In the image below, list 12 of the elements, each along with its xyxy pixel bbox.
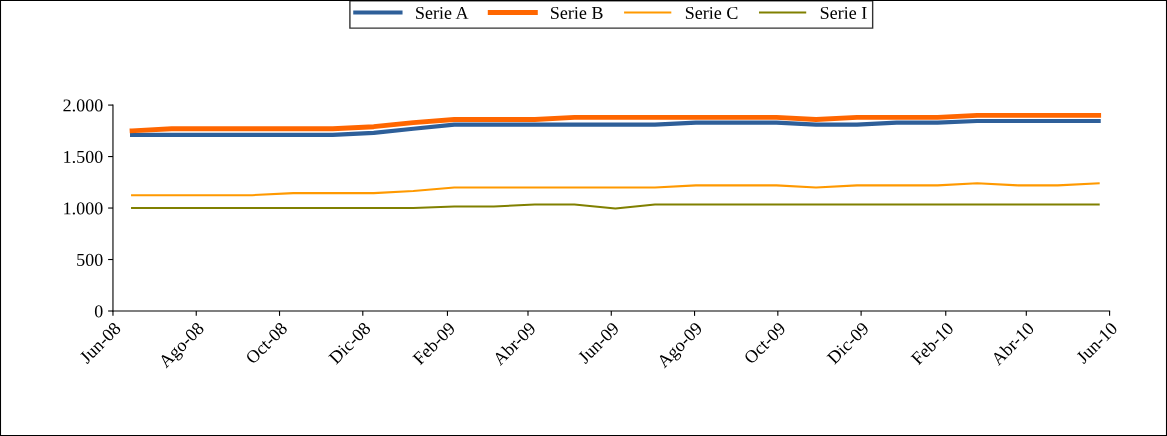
line-series [131,182,1100,197]
y-tick-label: 2.000 [63,99,103,112]
y-tick-label: 500 [77,253,103,266]
line-series [129,112,1102,134]
line-series [129,118,1101,138]
y-tick-label: 1.500 [64,150,103,164]
legend-label: Serie C [685,6,738,20]
legend-label: Serie A [416,6,469,20]
y-tick-label: 0 [94,305,103,318]
legend-label: Serie I [820,6,867,20]
y-tick-label: 1.000 [64,202,103,215]
legend-label: Serie B [551,6,603,20]
